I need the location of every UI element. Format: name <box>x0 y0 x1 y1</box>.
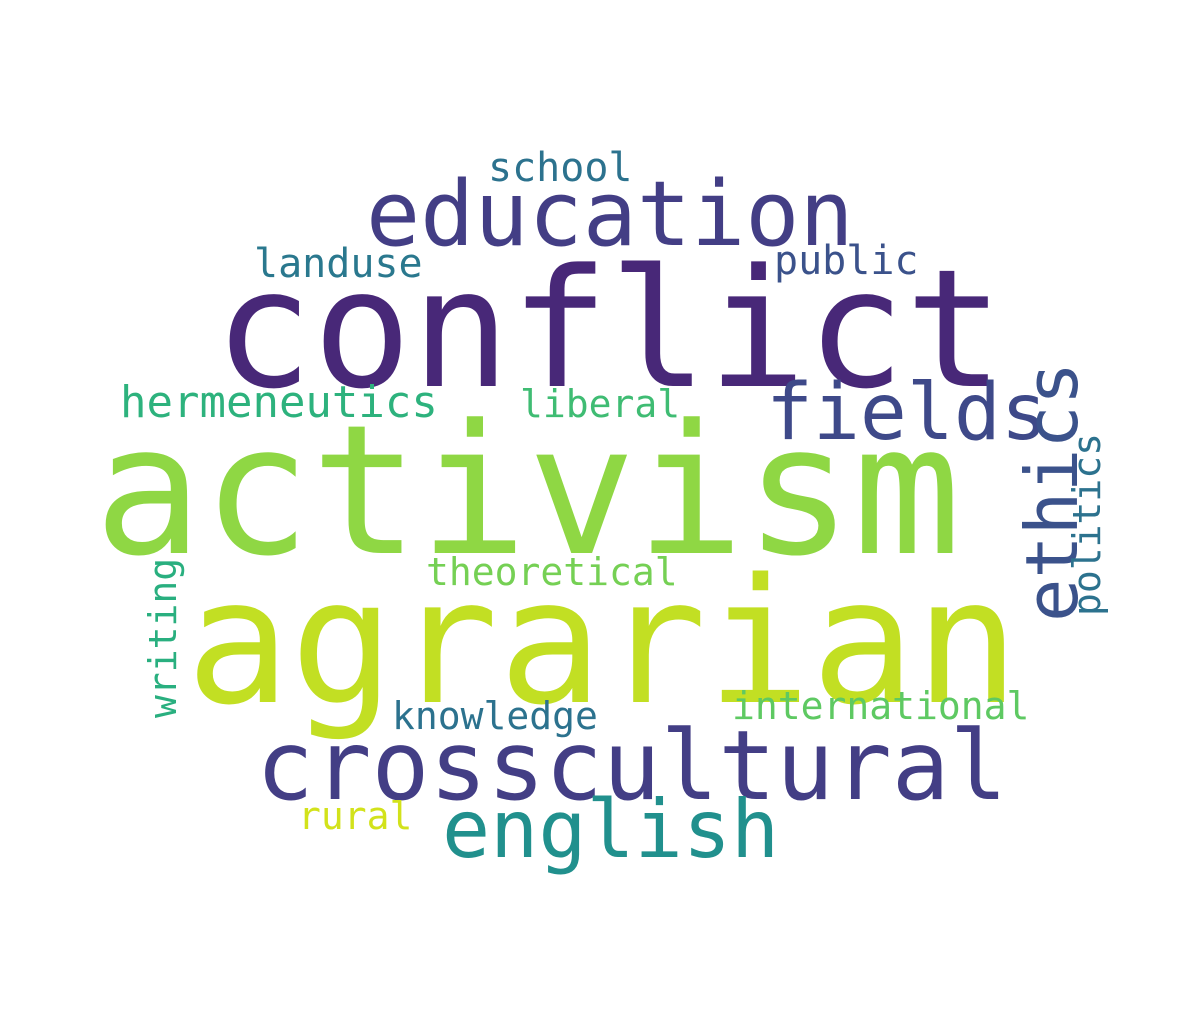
word-international: international <box>732 684 1030 728</box>
word-liberal: liberal <box>520 382 681 426</box>
word-activism: activism <box>94 387 961 596</box>
word-english: english <box>442 783 780 876</box>
word-public: public <box>774 238 919 284</box>
word-conflict: conflict <box>214 234 1004 425</box>
word-politics: politics <box>1065 432 1109 616</box>
word-rural: rural <box>298 794 413 838</box>
word-crosscultural: crosscultural <box>256 710 1008 822</box>
word-agrarian: agrarian <box>186 541 1020 743</box>
word-landuse: landuse <box>254 241 423 287</box>
word-writing: writing <box>141 557 185 718</box>
word-education: education <box>366 162 854 267</box>
word-knowledge: knowledge <box>392 694 598 738</box>
word-school: school <box>488 145 633 191</box>
word-fields: fields <box>766 368 1048 458</box>
word-hermeneutics: hermeneutics <box>120 377 438 428</box>
word-theoretical: theoretical <box>426 550 678 594</box>
